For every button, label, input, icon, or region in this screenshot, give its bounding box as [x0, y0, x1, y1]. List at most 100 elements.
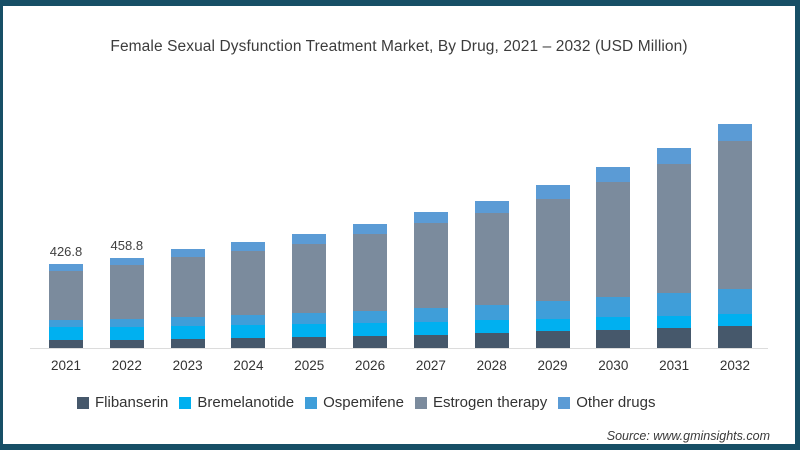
x-axis-line: [30, 348, 768, 349]
bar-segment-flibanserin: [474, 333, 509, 348]
x-tick-2026: 2026: [355, 358, 386, 373]
legend-label: Ospemifene: [323, 394, 404, 411]
bar-segment-other-drugs: [717, 124, 752, 141]
bar-group-2029: 2029: [535, 118, 570, 373]
legend-label: Bremelanotide: [197, 394, 295, 411]
bar-2028: [474, 201, 509, 348]
bar-segment-ospemifene: [292, 313, 327, 324]
bar-segment-estrogen-therapy: [170, 257, 205, 317]
bar-segment-ospemifene: [413, 307, 448, 322]
bar-segment-bremelanotide: [109, 326, 144, 340]
bar-2025: [292, 234, 327, 348]
bar-segment-estrogen-therapy: [353, 234, 388, 311]
bar-segment-flibanserin: [413, 334, 448, 348]
x-tick-2022: 2022: [111, 358, 142, 373]
bar-segment-flibanserin: [657, 327, 692, 348]
bar-segment-flibanserin: [109, 339, 144, 348]
legend-label: Flibanserin: [95, 394, 169, 411]
legend-marker-icon: [558, 396, 571, 409]
bar-segment-ospemifene: [170, 316, 205, 326]
legend-marker-icon: [77, 396, 89, 409]
legend-item-ospemifene: Ospemifene: [305, 394, 404, 411]
x-tick-2032: 2032: [719, 358, 750, 373]
bar-group-2024: 2024: [231, 118, 266, 373]
bar-group-2032: 2032: [717, 118, 752, 373]
bar-segment-bremelanotide: [474, 320, 509, 333]
x-tick-2030: 2030: [598, 358, 629, 373]
bar-segment-bremelanotide: [657, 315, 692, 328]
x-tick-2031: 2031: [659, 358, 690, 373]
legend: Flibanserin Bremelanotide Ospemifene Estrog…: [77, 394, 655, 411]
bar-segment-ospemifene: [657, 293, 692, 316]
bar-group-2030: 2030: [596, 118, 631, 373]
bar-segment-estrogen-therapy: [109, 265, 144, 319]
bar-segment-flibanserin: [292, 337, 327, 348]
bar-2021: [49, 263, 83, 348]
bar-group-2023: 2023: [170, 118, 205, 373]
bar-segment-bremelanotide: [413, 321, 448, 335]
bar-segment-estrogen-therapy: [292, 243, 327, 313]
bar-segment-bremelanotide: [170, 325, 205, 339]
bar-2023: [170, 249, 205, 348]
bar-2031: [657, 148, 692, 348]
source-credit: Source: www.gminsights.com: [606, 429, 770, 443]
bar-segment-other-drugs: [109, 257, 144, 266]
bar-segment-other-drugs: [535, 185, 570, 199]
bar-segment-ospemifene: [109, 318, 144, 327]
bar-segment-ospemifene: [474, 304, 509, 321]
bar-segment-other-drugs: [474, 201, 509, 214]
bar-value-label-2022: 458.8: [110, 237, 144, 253]
x-tick-2025: 2025: [294, 358, 325, 373]
bar-2027: [413, 212, 448, 348]
bar-2029: [535, 185, 570, 348]
bar-group-2031: 2031: [657, 118, 692, 373]
legend-label: Estrogen therapy: [432, 394, 548, 411]
bar-segment-flibanserin: [717, 326, 752, 348]
bar-segment-estrogen-therapy: [535, 198, 570, 301]
bar-segment-other-drugs: [231, 241, 266, 251]
x-tick-2027: 2027: [415, 358, 446, 373]
bar-segment-other-drugs: [596, 166, 631, 182]
bar-segment-other-drugs: [292, 234, 327, 244]
bar-segment-estrogen-therapy: [49, 271, 83, 321]
bar-segment-bremelanotide: [292, 324, 327, 337]
bar-segment-bremelanotide: [596, 316, 631, 330]
x-tick-2021: 2021: [50, 358, 82, 373]
bar-segment-estrogen-therapy: [717, 140, 752, 290]
x-tick-2023: 2023: [172, 358, 203, 373]
bar-segment-other-drugs: [170, 249, 205, 258]
bar-segment-bremelanotide: [717, 314, 752, 327]
bar-segment-ospemifene: [535, 300, 570, 319]
x-tick-2029: 2029: [537, 358, 568, 373]
bar-segment-other-drugs: [353, 224, 388, 235]
chart-title: Female Sexual Dysfunction Treatment Mark…: [110, 38, 688, 55]
bar-segment-flibanserin: [170, 338, 205, 348]
bar-group-2022: 458.8 2022: [109, 118, 144, 373]
bar-segment-estrogen-therapy: [657, 163, 692, 294]
bar-segment-ospemifene: [717, 289, 752, 315]
legend-item-flibanserin: Flibanserin: [77, 394, 168, 411]
bar-segment-estrogen-therapy: [596, 181, 631, 297]
bar-segment-bremelanotide: [49, 327, 83, 341]
bar-group-2027: 2027: [413, 118, 448, 373]
bar-segment-flibanserin: [231, 338, 266, 348]
bar-segment-flibanserin: [353, 335, 388, 348]
bar-segment-flibanserin: [49, 340, 83, 348]
legend-item-other-drugs: Other drugs: [558, 394, 655, 411]
bar-segment-estrogen-therapy: [413, 223, 448, 308]
bar-2024: [231, 241, 266, 348]
bar-segment-flibanserin: [596, 329, 631, 348]
bar-segment-ospemifene: [49, 320, 83, 328]
legend-marker-icon: [179, 396, 192, 409]
bar-segment-bremelanotide: [353, 323, 388, 336]
bar-2030: [596, 166, 631, 348]
legend-marker-icon: [414, 396, 427, 409]
legend-item-estrogen-therapy: Estrogen therapy: [414, 394, 548, 411]
x-tick-2028: 2028: [476, 358, 507, 373]
bar-segment-bremelanotide: [231, 325, 266, 338]
bar-segment-estrogen-therapy: [474, 213, 509, 305]
bar-segment-ospemifene: [596, 296, 631, 317]
plot-area: 426.8 2021 458.8 2022 2023 2024 2025 2026 2027 20…: [49, 118, 752, 373]
legend-item-bremelanotide: Bremelanotide: [179, 394, 294, 411]
